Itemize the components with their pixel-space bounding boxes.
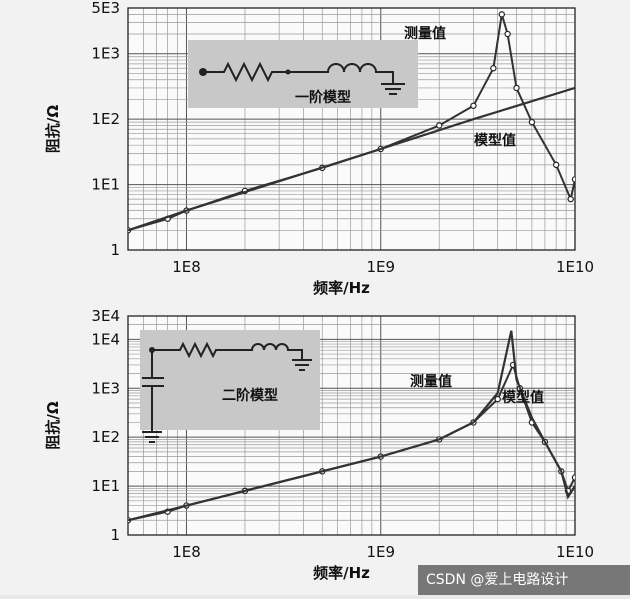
ground-symbol — [381, 83, 405, 95]
series-line — [128, 86, 575, 232]
y-tick-label: 1E2 — [91, 110, 120, 128]
y-tick-label: 1E3 — [91, 45, 120, 63]
inset-label: 一阶模型 — [295, 89, 351, 106]
x-axis-label: 频率/Hz — [313, 279, 370, 297]
x-tick-label: 1E10 — [556, 258, 594, 276]
y-tick-label: 1E1 — [91, 477, 120, 495]
annotation-label: 测量值 — [404, 25, 446, 42]
series-line — [128, 330, 575, 522]
y-tick-label: 1E1 — [91, 176, 120, 194]
plot-frame — [127, 7, 576, 251]
x-axis-label: 频率/Hz — [313, 564, 370, 582]
y-axis-label: 阻抗/Ω — [44, 401, 62, 449]
data-point — [552, 161, 560, 169]
annotation-label: 测量值 — [410, 373, 452, 390]
data-point — [436, 122, 443, 129]
y-tick-label: 3E4 — [91, 307, 120, 325]
data-point — [504, 30, 511, 38]
inset-label: 二阶模型 — [222, 387, 278, 404]
data-point — [571, 474, 575, 481]
data-point — [470, 102, 477, 109]
data-point — [567, 195, 574, 203]
data-point — [571, 176, 575, 183]
y-tick-label: 1 — [110, 241, 120, 259]
x-tick-label: 1E8 — [172, 258, 201, 276]
chart-first-order: 1E8 1E9 1E10 1 1E1 1E2 1E3 5E3 频率/Hz 阻抗/Ω 一阶模型 测量值模… — [44, 0, 594, 297]
resistor-symbol — [152, 341, 232, 359]
data-point — [498, 11, 506, 18]
y-axis-label: 阻抗/Ω — [44, 105, 62, 153]
watermark: CSDN @爱上电路设计 — [426, 572, 568, 588]
annotation-label: 模型值 — [502, 389, 544, 406]
x-tick-label: 1E10 — [556, 543, 594, 561]
watermark-background — [418, 565, 630, 595]
y-tick-label: 1E2 — [91, 428, 120, 446]
circuit-inset: 二阶模型 — [140, 330, 320, 443]
inductor-symbol — [288, 63, 394, 84]
series-model — [128, 86, 575, 232]
capacitor-symbol — [142, 350, 164, 432]
data-point — [494, 395, 501, 403]
y-tick-label: 1E4 — [91, 330, 120, 348]
data-point — [490, 65, 497, 72]
circuit-inset: 一阶模型 — [188, 40, 418, 108]
y-tick-label: 5E3 — [91, 0, 120, 17]
x-tick-label: 1E9 — [366, 258, 395, 276]
resistor-symbol — [203, 61, 288, 83]
y-tick-label: 1 — [110, 526, 120, 544]
ground-symbol — [292, 359, 312, 371]
x-tick-label: 1E8 — [172, 543, 201, 561]
inset-background — [188, 40, 418, 108]
plot-frame — [127, 315, 576, 536]
data-point — [513, 84, 520, 92]
annotation-label: 模型值 — [474, 132, 516, 149]
chart-second-order: 1E8 1E9 1E10 1 1E1 1E2 1E3 1E4 3E4 频率/Hz 阻抗/Ω 二阶模型 测… — [44, 307, 594, 582]
x-tick-label: 1E9 — [366, 543, 395, 561]
capacitor-ground-symbol — [142, 431, 162, 443]
inductor-symbol — [232, 343, 303, 360]
series-model — [128, 330, 575, 522]
data-point — [528, 118, 536, 126]
y-tick-label: 1E3 — [91, 379, 120, 397]
inset-background — [140, 330, 320, 430]
